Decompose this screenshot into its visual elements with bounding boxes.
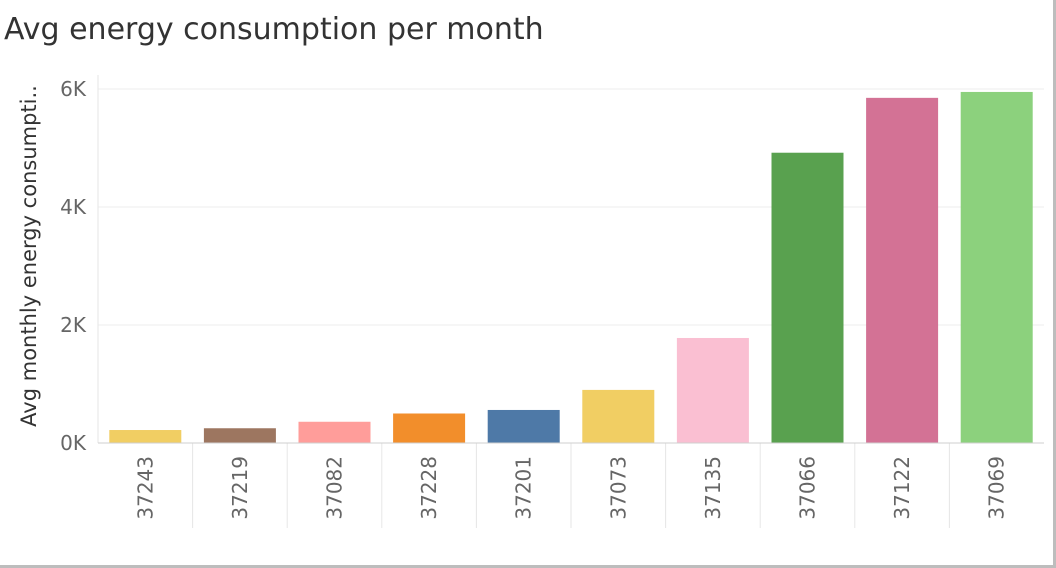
bar-37069[interactable] <box>960 91 1033 443</box>
chart-title: Avg energy consumption per month <box>4 12 544 47</box>
y-axis-title: Avg monthly energy consumpti.. <box>17 85 41 427</box>
y-tick-label: 2K <box>60 313 87 337</box>
bar-37066[interactable] <box>771 152 844 443</box>
y-tick-label: 0K <box>60 431 87 455</box>
x-tick-label: 37219 <box>228 456 252 520</box>
bar-37135[interactable] <box>676 337 749 443</box>
x-tick-label: 37228 <box>417 456 441 520</box>
bar-37073[interactable] <box>582 389 655 443</box>
bar-37201[interactable] <box>487 409 560 443</box>
y-axis: 0K 2K 4K 6K <box>60 75 99 455</box>
bar-37122[interactable] <box>866 97 939 443</box>
x-tick-label: 37082 <box>323 456 347 520</box>
x-tick-label: 37069 <box>985 456 1009 520</box>
x-tick-label: 37073 <box>606 456 630 520</box>
x-tick-label: 37122 <box>890 456 914 520</box>
x-tick-label: 37135 <box>701 456 725 520</box>
x-tick-label: 37066 <box>796 456 820 520</box>
x-tick-label: 37243 <box>133 456 157 520</box>
bar-37243[interactable] <box>109 430 182 443</box>
y-tick-label: 6K <box>60 77 87 101</box>
bar-37082[interactable] <box>298 421 371 443</box>
x-axis: 37243 37219 37082 37228 37201 37073 37135 37066… <box>98 442 1044 528</box>
bar-37219[interactable] <box>203 428 276 443</box>
bar-37228[interactable] <box>393 413 466 444</box>
bars <box>109 91 1033 444</box>
y-tick-label: 4K <box>60 195 87 219</box>
x-tick-label: 37201 <box>512 456 536 520</box>
